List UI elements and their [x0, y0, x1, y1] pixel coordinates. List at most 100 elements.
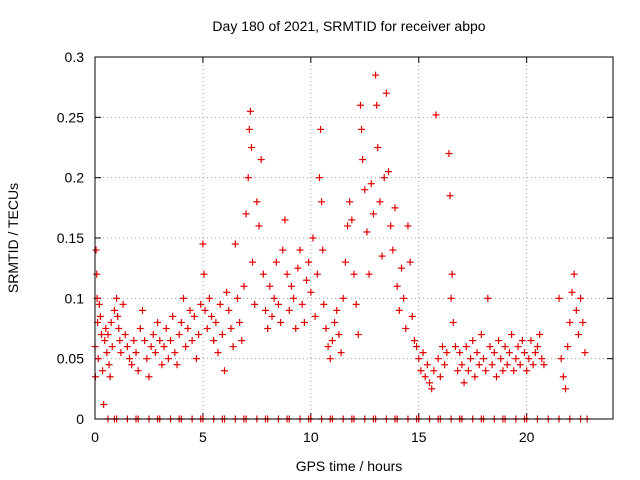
data-point — [369, 210, 377, 218]
data-point — [292, 325, 300, 332]
data-point — [105, 361, 113, 369]
data-point — [473, 349, 481, 357]
data-point — [448, 270, 456, 278]
x-tick-label: 20 — [519, 429, 535, 445]
data-point — [346, 198, 354, 206]
data-point — [145, 373, 153, 381]
data-point — [376, 198, 384, 206]
data-point — [521, 349, 529, 357]
y-axis-label: SRMTID / TECUs — [5, 183, 21, 293]
data-point — [408, 312, 416, 320]
x-tick-label: 0 — [91, 429, 99, 445]
data-point — [533, 343, 541, 351]
data-point — [480, 355, 487, 363]
data-point — [200, 270, 208, 278]
data-point — [441, 361, 449, 369]
data-point — [221, 367, 228, 375]
data-point — [536, 331, 544, 339]
data-point — [356, 101, 364, 109]
data-point — [488, 361, 496, 369]
data-point — [102, 325, 110, 332]
data-point — [438, 343, 446, 351]
data-point — [270, 294, 278, 302]
data-point — [238, 337, 246, 345]
data-point — [117, 349, 125, 357]
data-point — [447, 294, 455, 302]
data-point — [361, 186, 369, 194]
data-point — [527, 337, 535, 345]
data-point — [413, 343, 421, 351]
data-point — [495, 337, 503, 345]
data-point — [339, 294, 347, 302]
data-point — [559, 373, 567, 381]
data-point — [350, 270, 358, 278]
data-point — [158, 361, 166, 369]
x-axis-label: GPS time / hours — [296, 458, 403, 474]
data-point — [311, 312, 319, 320]
data-point — [385, 168, 393, 176]
data-point — [121, 331, 129, 339]
data-point — [115, 325, 123, 332]
data-point — [374, 144, 382, 151]
data-point — [492, 373, 500, 381]
data-point — [322, 325, 330, 332]
data-point — [201, 306, 209, 314]
data-point — [359, 156, 367, 164]
data-point — [307, 288, 315, 296]
data-point — [482, 367, 490, 375]
data-point — [557, 355, 565, 363]
data-point — [410, 337, 418, 345]
data-point — [249, 258, 257, 266]
data-point — [103, 349, 111, 357]
data-point — [449, 318, 457, 326]
data-point — [229, 343, 237, 351]
data-point — [104, 331, 112, 339]
data-point — [344, 222, 352, 230]
data-point — [469, 337, 477, 345]
data-point — [190, 312, 198, 320]
data-point — [210, 337, 218, 345]
data-point — [426, 379, 434, 387]
data-point — [458, 361, 466, 369]
data-point — [164, 355, 172, 363]
data-point — [358, 125, 366, 133]
data-point — [101, 337, 109, 345]
data-point — [169, 312, 177, 320]
data-point — [233, 294, 241, 302]
x-tick-label: 5 — [199, 429, 207, 445]
data-point — [577, 294, 585, 302]
data-point — [503, 361, 511, 369]
data-point — [141, 337, 149, 345]
data-point — [406, 258, 414, 266]
y-tick-label: 0.3 — [65, 49, 85, 65]
data-point — [283, 270, 291, 278]
data-point — [225, 306, 233, 314]
data-point — [107, 318, 115, 326]
data-point — [212, 318, 220, 326]
data-point — [490, 349, 498, 357]
data-point — [132, 349, 140, 357]
x-tick-label: 10 — [303, 429, 319, 445]
data-point — [387, 222, 395, 230]
data-point — [501, 343, 509, 351]
data-point — [114, 312, 122, 320]
data-point — [523, 367, 531, 375]
data-point — [574, 331, 582, 339]
data-point — [296, 246, 304, 254]
data-point — [100, 401, 108, 409]
data-point — [303, 276, 311, 284]
data-point — [382, 89, 390, 97]
data-point — [177, 318, 185, 326]
data-point — [335, 331, 343, 339]
data-point — [305, 258, 313, 266]
data-point — [572, 306, 580, 314]
data-point — [251, 300, 259, 308]
data-point — [395, 306, 403, 314]
data-point — [512, 355, 520, 363]
y-tick-label: 0.05 — [57, 351, 84, 367]
data-point — [432, 111, 440, 119]
data-point — [162, 325, 170, 332]
data-point — [389, 246, 397, 254]
data-point — [363, 228, 371, 236]
data-point — [566, 318, 574, 326]
